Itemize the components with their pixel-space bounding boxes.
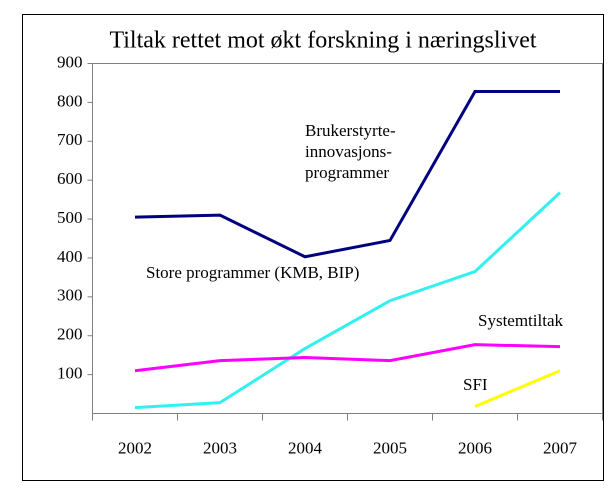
series-label-text: Systemtiltak: [478, 311, 563, 330]
y-tick-label: 400: [57, 247, 83, 266]
y-tick-label: 600: [57, 169, 83, 188]
series-label: Systemtiltak: [478, 311, 563, 330]
series-label: Brukerstyrte-innovasjons-programmer: [305, 121, 396, 182]
series-line: [134, 90, 560, 259]
chart-title: Tiltak rettet mot økt forskning i næring…: [109, 28, 536, 54]
series-line: [134, 191, 562, 410]
x-tick-label: 2004: [288, 438, 323, 457]
x-tick-label: 2005: [373, 438, 407, 457]
y-tick-label: 800: [57, 91, 83, 110]
series-label: SFI: [463, 375, 488, 394]
series-line: [474, 369, 561, 408]
x-tick-label: 2006: [458, 438, 492, 457]
x-tick-label: 2003: [203, 438, 237, 457]
series-label-text: Store programmer (KMB, BIP): [146, 263, 360, 282]
series-label-text: Brukerstyrte-innovasjons-programmer: [305, 121, 396, 182]
y-tick-label: 500: [57, 208, 83, 227]
x-tick-label: 2002: [118, 438, 152, 457]
y-tick-label: 300: [57, 286, 83, 305]
y-tick-label: 700: [57, 130, 83, 149]
y-tick-label: 100: [57, 364, 83, 383]
x-tick-label: 2007: [543, 438, 578, 457]
plot-area: [92, 63, 603, 414]
y-tick-label: 900: [57, 52, 83, 71]
y-tick-label: 200: [57, 325, 83, 344]
series-line: [134, 343, 561, 373]
series-label: Store programmer (KMB, BIP): [146, 263, 360, 282]
series-label-text: SFI: [463, 375, 488, 394]
